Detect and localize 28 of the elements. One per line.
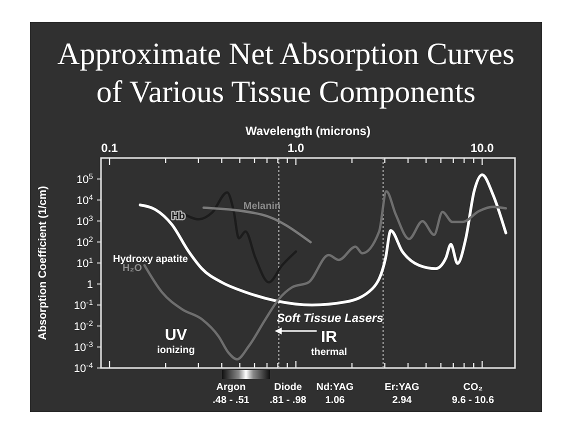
annotation: UV ionizing <box>157 327 195 356</box>
y-tick-label: 1 <box>86 279 93 291</box>
y-tick-label: 10$^{4}$ <box>76 192 94 207</box>
y-tick-label: 10$^{-4}$ <box>74 360 94 375</box>
chart-title: Approximate Net Absorption Curves of Various Tissue Components <box>57 36 515 109</box>
series-label: Hb <box>172 211 185 222</box>
text: Er:YAG 2.94 <box>384 382 420 406</box>
text: Nd:YAG 1.06 <box>316 382 354 406</box>
x-tick-label: 10.0 <box>470 141 494 155</box>
y-axis-title: Absorption Coefficient (1/cm) <box>37 186 49 340</box>
x-axis-title: Wavelength (microns) <box>246 124 370 138</box>
text: Argon .48 - .51 <box>212 382 250 406</box>
annotation: IR thermal <box>310 329 348 358</box>
x-tick-label: 0.1 <box>101 141 118 155</box>
x-tick-label: 1.0 <box>288 141 305 155</box>
annotation: Soft Tissue Lasers <box>276 311 384 325</box>
y-tick-label: 10$^{-1}$ <box>74 298 93 312</box>
series-label: Melanin <box>243 201 281 212</box>
y-tick-label: 10$^{5}$ <box>76 172 93 186</box>
y-tick-label: 10$^{-2}$ <box>74 318 93 333</box>
y-tick-label: 10$^{1}$ <box>76 256 93 270</box>
y-tick-label: 10$^{3}$ <box>76 214 93 228</box>
text: CO₂ 9.6 - 10.6 <box>452 382 495 406</box>
series-label: Hydroxy apatite <box>112 254 188 265</box>
text: Diode .81 - .98 <box>270 382 307 406</box>
y-tick-label: 10$^{2}$ <box>76 234 93 249</box>
series-label: H₂O <box>122 263 142 274</box>
y-tick-label: 10$^{-3}$ <box>74 340 93 354</box>
